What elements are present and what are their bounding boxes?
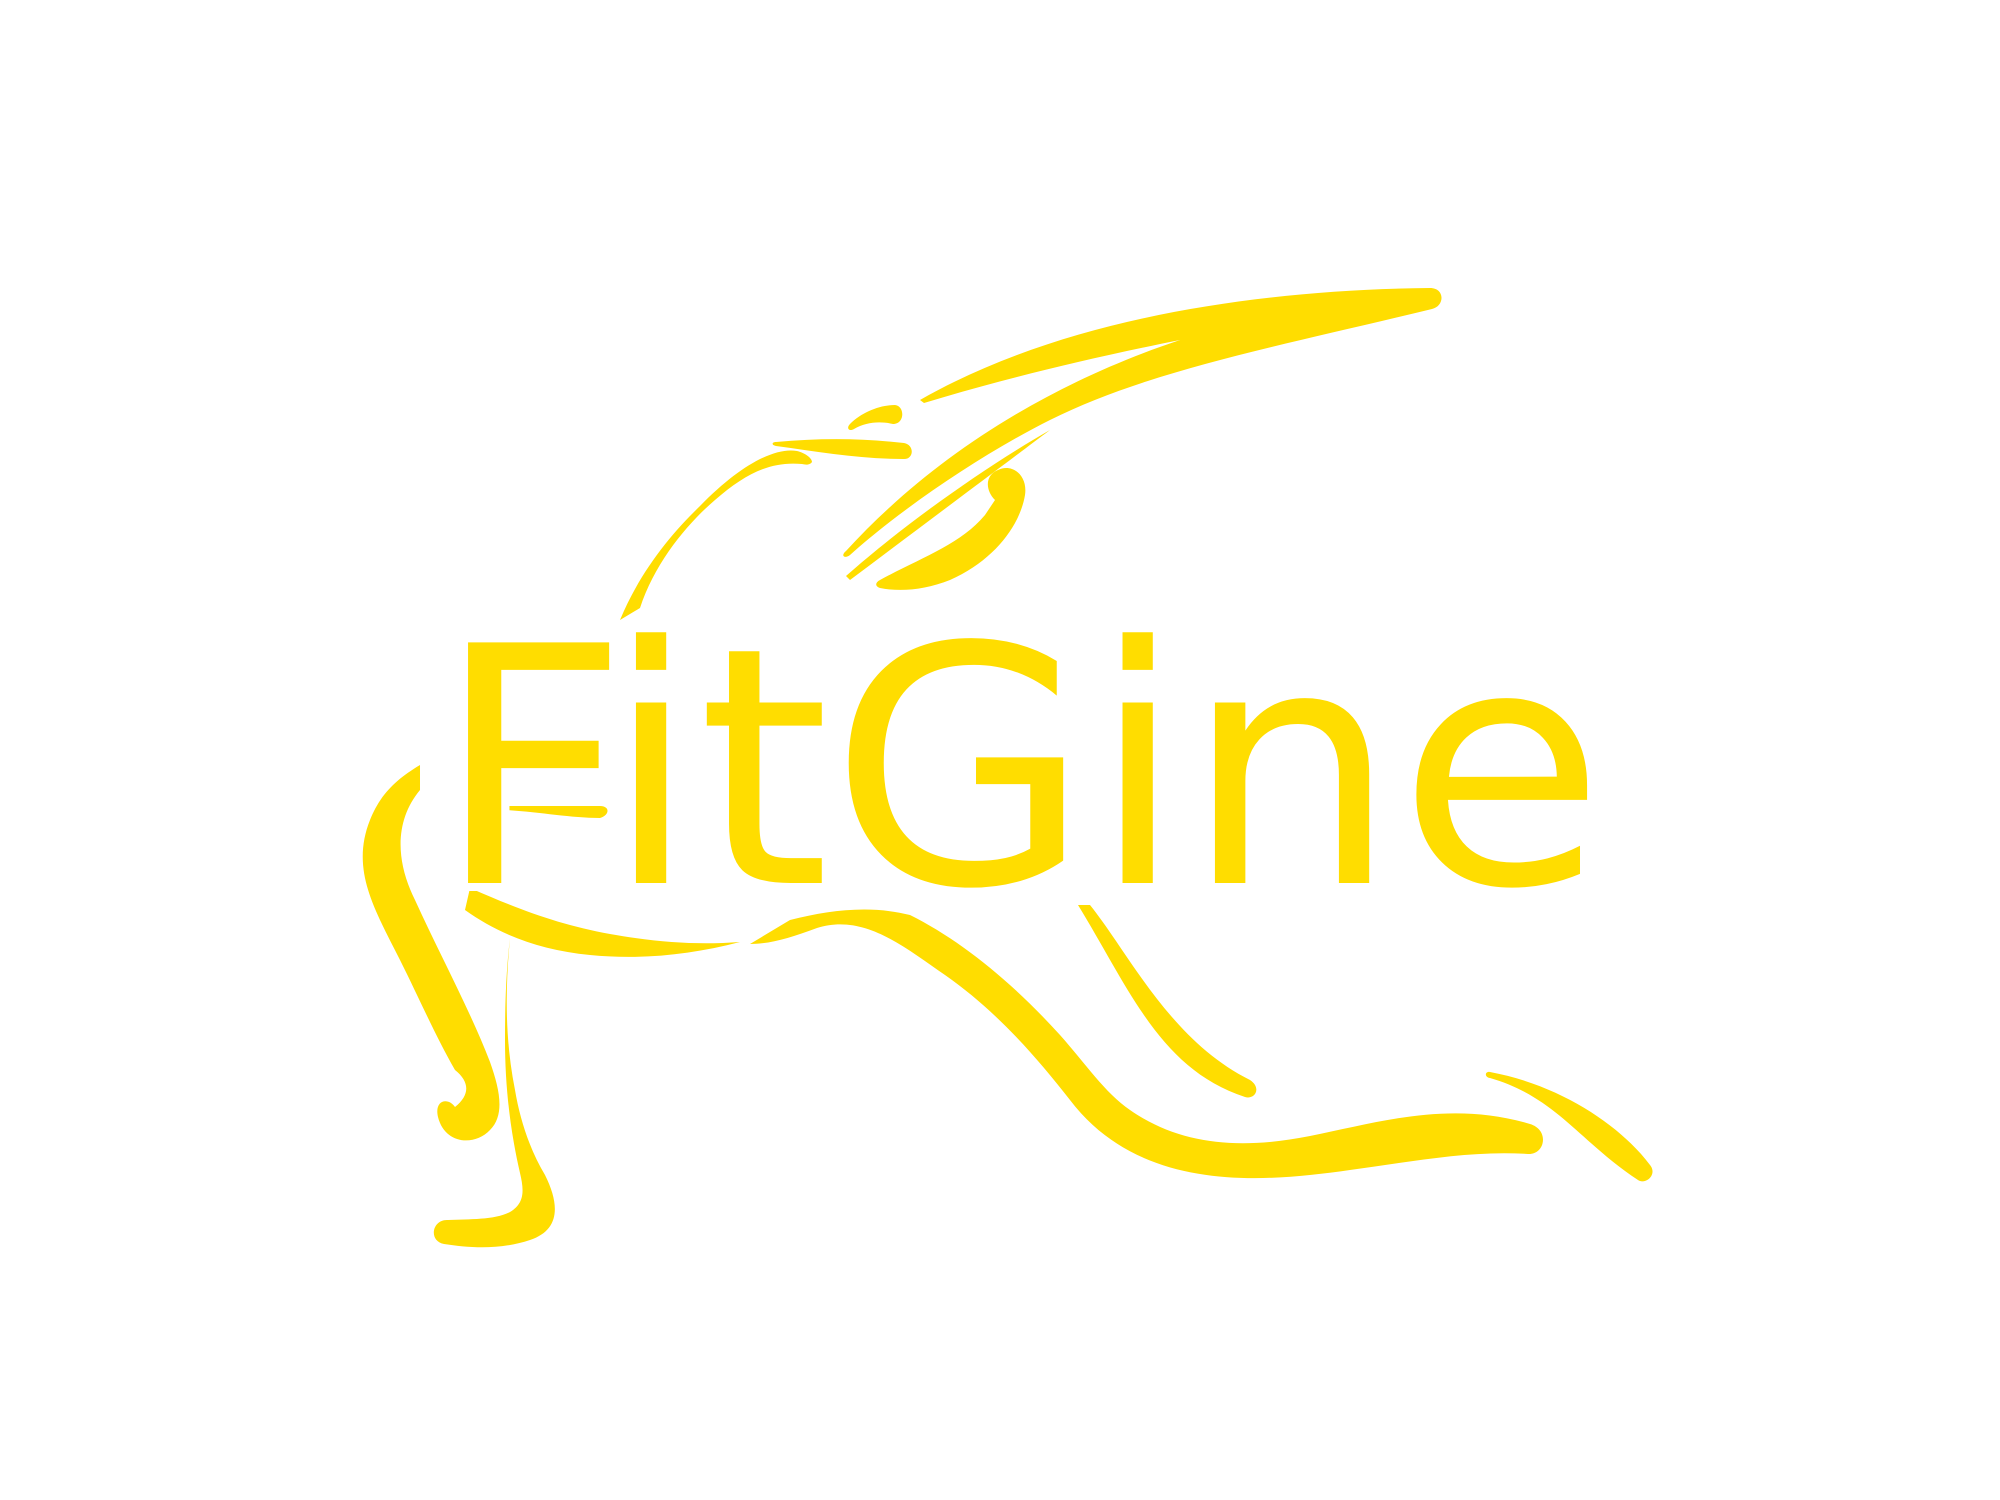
head-dash-1 <box>848 405 903 431</box>
front-leg <box>750 909 1543 1179</box>
rear-thigh <box>465 888 740 957</box>
rear-leg <box>433 938 555 1248</box>
back-curve <box>620 450 812 620</box>
runner-figure-icon <box>362 288 1653 1248</box>
leg-dash <box>505 806 608 818</box>
brand-name: FitGine <box>435 577 1605 961</box>
torso-curve <box>846 430 1050 580</box>
shoulder-hook <box>876 467 1026 590</box>
head-dash-2 <box>772 439 912 460</box>
trailing-foot <box>1485 1071 1653 1182</box>
back-arm <box>1078 905 1257 1098</box>
arm-swoosh-upper <box>843 288 1442 557</box>
rear-foot <box>362 765 500 1141</box>
